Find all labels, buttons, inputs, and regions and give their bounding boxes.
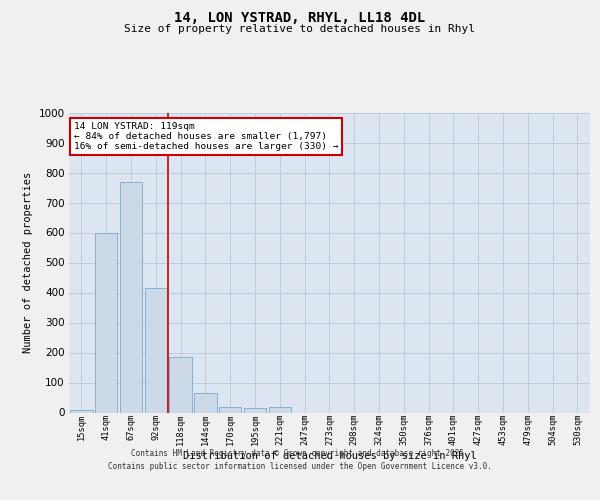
Text: Contains public sector information licensed under the Open Government Licence v3: Contains public sector information licen… bbox=[108, 462, 492, 471]
Bar bbox=[219, 406, 241, 412]
X-axis label: Distribution of detached houses by size in Rhyl: Distribution of detached houses by size … bbox=[182, 451, 476, 461]
Bar bbox=[70, 410, 92, 412]
Text: 14, LON YSTRAD, RHYL, LL18 4DL: 14, LON YSTRAD, RHYL, LL18 4DL bbox=[175, 11, 425, 25]
Bar bbox=[169, 357, 192, 412]
Y-axis label: Number of detached properties: Number of detached properties bbox=[23, 172, 33, 353]
Text: 14 LON YSTRAD: 119sqm
← 84% of detached houses are smaller (1,797)
16% of semi-d: 14 LON YSTRAD: 119sqm ← 84% of detached … bbox=[74, 122, 339, 152]
Bar bbox=[120, 182, 142, 412]
Text: Size of property relative to detached houses in Rhyl: Size of property relative to detached ho… bbox=[125, 24, 476, 34]
Bar bbox=[244, 408, 266, 412]
Bar bbox=[194, 393, 217, 412]
Bar bbox=[95, 232, 118, 412]
Bar bbox=[269, 406, 291, 412]
Text: Contains HM Land Registry data © Crown copyright and database right 2025.: Contains HM Land Registry data © Crown c… bbox=[131, 448, 469, 458]
Bar bbox=[145, 288, 167, 412]
